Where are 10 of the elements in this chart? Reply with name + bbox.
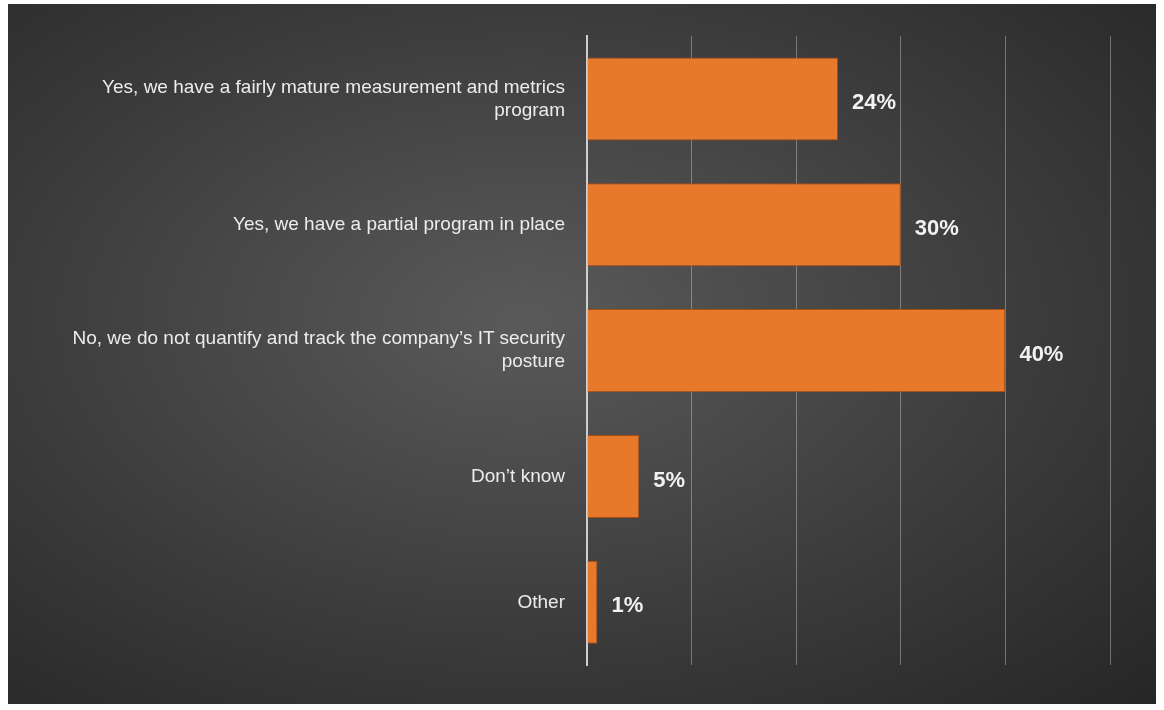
y-tick-label: Other bbox=[517, 590, 566, 612]
y-tick-label: Don’t know bbox=[471, 464, 566, 486]
data-label: 5% bbox=[653, 466, 686, 492]
data-label: 30% bbox=[914, 214, 959, 240]
y-tick-label: Yes, we have a partial program in place bbox=[233, 212, 565, 234]
y-tick-label: No, we do not quantify and track the company’s IT security posture bbox=[72, 327, 566, 372]
data-label: 40% bbox=[1019, 340, 1064, 366]
y-tick-label: Yes, we have a fairly mature measurement and metrics program bbox=[102, 75, 565, 120]
data-label: 1% bbox=[611, 592, 644, 618]
data-label: 24% bbox=[852, 88, 897, 114]
